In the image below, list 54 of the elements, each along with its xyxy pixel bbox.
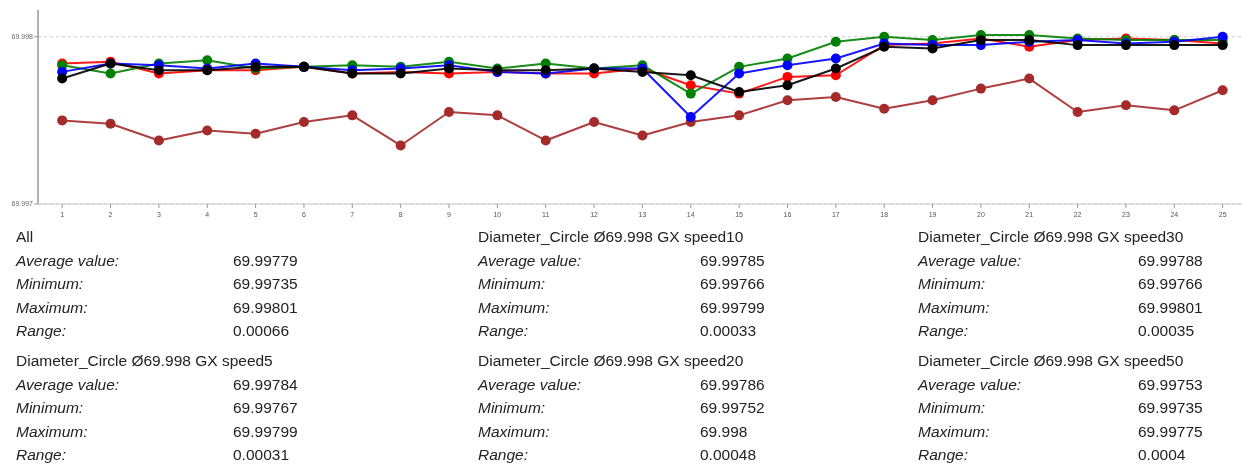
text: 69.99775 [1138,422,1203,440]
text: Maximum: [16,298,88,316]
text: 69.99799 [233,422,298,440]
text: Average value: [15,375,120,393]
text: Range: [918,322,968,339]
text: 69.99785 [700,251,765,269]
text: 0.0004 [1138,446,1186,463]
text: Maximum: [478,298,550,316]
text: Average value: [917,375,1022,393]
text: Maximum: [918,298,990,316]
text: 69.99766 [1138,275,1203,292]
text: 0.00031 [233,446,290,463]
text: Diameter_Circle Ø69.998 GX speed20 [478,352,744,369]
text: 69.99799 [700,298,765,316]
text: Average value: [15,251,120,269]
text: Maximum: [16,422,88,440]
text: 69.99786 [700,375,765,393]
text: 0.00066 [233,322,290,339]
text: Average value: [917,251,1022,269]
text: Diameter_Circle Ø69.998 GX speed10 [478,228,744,245]
text: 69.99788 [1138,251,1203,269]
text: Minimum: [478,399,546,416]
text: Minimum: [478,275,546,292]
text: Range: [478,322,528,339]
text: 0.00033 [700,322,757,339]
text: Minimum: [16,275,84,292]
text: Diameter_Circle Ø69.998 GX speed50 [918,352,1184,369]
text: Diameter_Circle Ø69.998 GX speed30 [918,228,1184,245]
text: 69.99752 [700,399,765,416]
text: Average value: [477,375,582,393]
text: 69.99784 [233,375,299,393]
text: 69.99735 [1138,399,1203,416]
text: 0.00048 [700,446,757,463]
text: 69.99779 [233,251,298,269]
text: Range: [16,322,66,339]
text: 69.99766 [700,275,765,292]
text: Minimum: [16,399,84,416]
text: Range: [918,446,968,463]
text: Minimum: [918,275,986,292]
text: All [16,228,34,245]
text: Range: [478,446,528,463]
text: 69.998 [700,422,748,440]
text: Maximum: [478,422,550,440]
text: 69.99753 [1138,375,1203,393]
text: 69.99801 [1138,298,1203,316]
text: Average value: [477,251,582,269]
text: 0.00035 [1138,322,1195,339]
text: Maximum: [918,422,990,440]
text: 69.99767 [233,399,298,416]
text: Range: [16,446,66,463]
text: 69.99801 [233,298,298,316]
text: Minimum: [918,399,986,416]
text: 69.99735 [233,275,298,292]
text: Diameter_Circle Ø69.998 GX speed5 [16,352,273,369]
